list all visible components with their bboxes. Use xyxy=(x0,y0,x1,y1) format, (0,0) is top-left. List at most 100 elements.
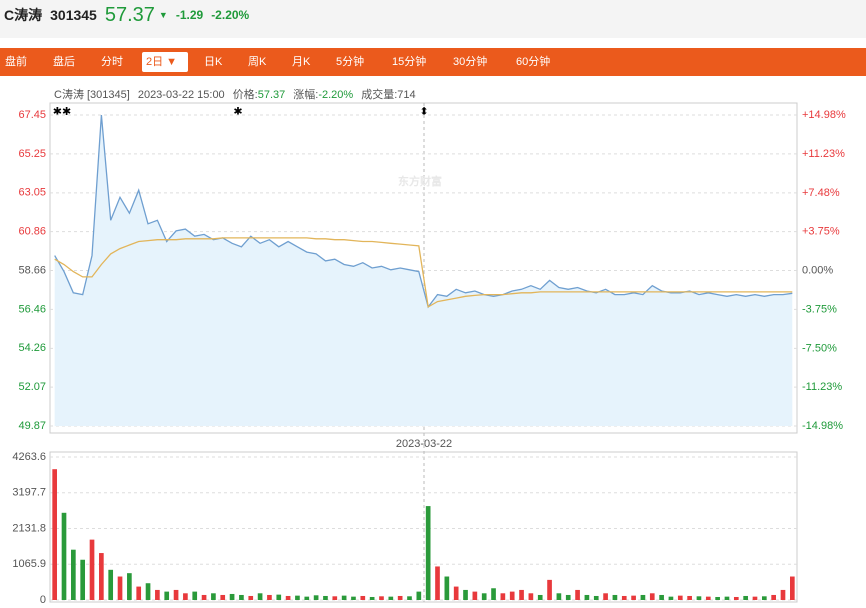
tab[interactable]: 周K xyxy=(248,55,267,68)
y-tick-label: 63.05 xyxy=(18,187,46,199)
volume-bar xyxy=(659,594,664,600)
price-change: -1.29 xyxy=(176,8,204,22)
volume-bar xyxy=(780,589,786,600)
tab-bar xyxy=(0,48,866,76)
volume-bar xyxy=(491,588,496,600)
y2-tick-label: +11.23% xyxy=(802,148,845,160)
y-tick-label: 58.66 xyxy=(18,264,46,276)
volume-bar xyxy=(537,594,543,600)
y2-tick-label: -7.50% xyxy=(802,342,837,354)
volume-tick-label: 3197.7 xyxy=(12,487,46,499)
volume-bar xyxy=(453,586,459,600)
volume-bar xyxy=(640,594,646,600)
volume-bar xyxy=(332,596,338,600)
volume-bar xyxy=(201,594,207,600)
y2-tick-label: -14.98% xyxy=(802,420,843,432)
tab[interactable]: 盘前 xyxy=(5,54,27,68)
volume-bar xyxy=(761,596,767,600)
volume-bar xyxy=(789,576,795,600)
volume-bar xyxy=(668,596,674,600)
volume-bar xyxy=(313,595,319,600)
volume-bar xyxy=(229,593,235,600)
volume-bar xyxy=(89,539,95,600)
volume-bar xyxy=(99,553,104,600)
volume-bar xyxy=(127,573,132,600)
volume-bar xyxy=(239,594,244,600)
volume-bar xyxy=(360,595,366,600)
price-change-pct: -2.20% xyxy=(211,8,249,22)
tab-selected-box xyxy=(142,52,188,72)
y2-tick-label: -3.75% xyxy=(802,303,837,315)
tab[interactable]: 2日 ▼ xyxy=(146,56,177,68)
y2-tick-label: 0.00% xyxy=(802,264,833,276)
volume-bar xyxy=(369,596,375,600)
volume-bar xyxy=(612,594,618,600)
header-bg xyxy=(0,0,866,38)
y2-tick-label: +3.75% xyxy=(802,225,840,237)
info-vol-label: 成交量: xyxy=(361,87,397,101)
volume-bar xyxy=(481,593,487,600)
avg-line xyxy=(54,237,793,308)
volume-bar xyxy=(136,586,142,600)
volume-bar xyxy=(621,595,627,600)
volume-bar xyxy=(677,595,683,600)
volume-bar xyxy=(295,595,300,600)
volume-bar xyxy=(500,593,506,600)
tab[interactable]: 盘后 xyxy=(53,54,75,68)
tab[interactable]: 60分钟 xyxy=(516,54,550,68)
volume-bar xyxy=(528,593,534,600)
volume-bar xyxy=(155,589,160,600)
tab[interactable]: 日K xyxy=(204,56,223,68)
volume-bar xyxy=(285,595,291,600)
tab[interactable]: 5分钟 xyxy=(336,54,364,68)
volume-bar xyxy=(509,591,515,600)
volume-tick-label: 2131.8 xyxy=(12,522,46,534)
y-tick-label: 67.45 xyxy=(18,109,46,121)
volume-bar xyxy=(117,576,123,600)
y-tick-label: 54.26 xyxy=(18,342,46,354)
y-tick-label: 49.87 xyxy=(18,420,46,432)
volume-bar xyxy=(593,595,599,600)
volume-bar xyxy=(164,591,170,600)
y2-tick-label: -11.23% xyxy=(802,381,842,393)
volume-bar xyxy=(771,594,776,600)
volume-bar xyxy=(192,591,198,600)
volume-bar xyxy=(416,591,422,600)
volume-bar xyxy=(705,596,711,600)
volume-bar xyxy=(472,591,478,600)
volume-bar xyxy=(425,506,431,600)
event-marker: ✱ xyxy=(233,106,242,118)
volume-bar xyxy=(724,596,730,600)
volume-bar xyxy=(584,594,590,600)
volume-bar xyxy=(603,593,608,600)
volume-bar xyxy=(519,589,524,600)
y-tick-label: 56.46 xyxy=(18,303,46,315)
tab[interactable]: 30分钟 xyxy=(453,54,487,68)
stock-code: 301345 xyxy=(50,7,97,23)
event-marker: ✱✱ xyxy=(53,106,71,118)
volume-bar xyxy=(631,595,636,600)
info-price: 57.37 xyxy=(258,89,286,101)
volume-bar xyxy=(323,595,328,600)
volume-tick-label: 4263.6 xyxy=(12,451,46,463)
price-area xyxy=(54,115,793,426)
volume-bar xyxy=(183,593,188,600)
y-tick-label: 60.86 xyxy=(18,225,46,237)
volume-bar xyxy=(407,596,412,600)
volume-bar xyxy=(649,593,655,600)
event-marker: ⬍ xyxy=(419,106,428,118)
volume-bar xyxy=(173,589,179,600)
volume-bar xyxy=(108,569,114,600)
info-chg: -2.20% xyxy=(318,89,353,101)
tab[interactable]: 分时 xyxy=(101,55,123,68)
volume-bar xyxy=(257,593,263,600)
tab[interactable]: 15分钟 xyxy=(392,54,426,68)
tab[interactable]: 月K xyxy=(292,56,311,68)
volume-bar xyxy=(565,594,571,600)
volume-bar xyxy=(145,583,151,600)
volume-bar xyxy=(733,596,739,600)
volume-bar xyxy=(715,596,720,600)
volume-bar xyxy=(379,596,384,600)
volume-bar xyxy=(351,596,356,600)
